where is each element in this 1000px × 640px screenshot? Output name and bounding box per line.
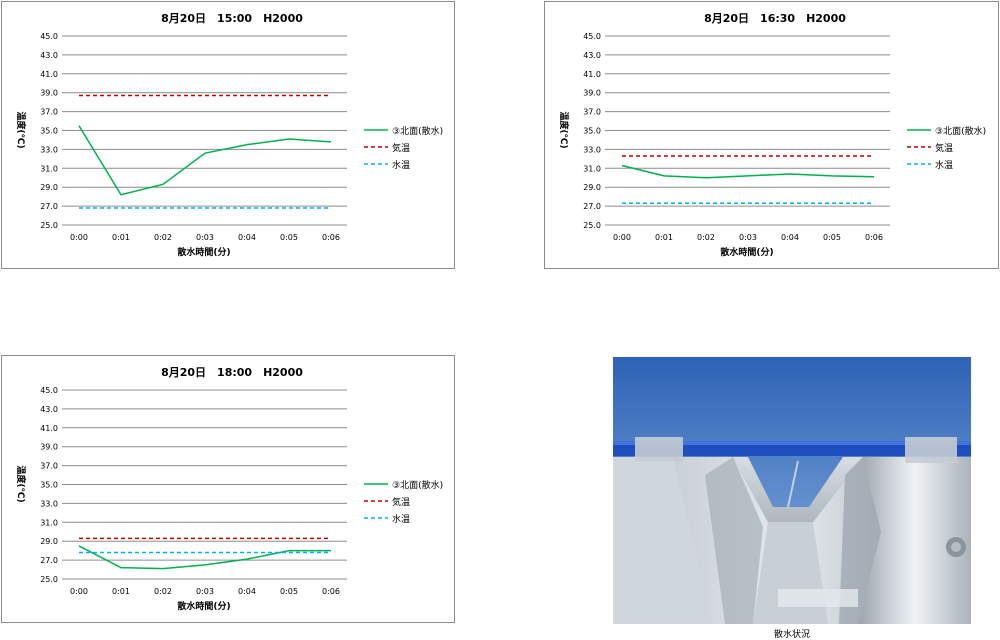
y-tick-label: 25.0 [40,575,58,584]
y-tick-label: 43.0 [40,405,58,414]
photo-caption: 散水状況 [773,630,810,640]
series-line-0 [621,164,875,179]
x-tick-label: 0:00 [70,233,88,242]
y-tick-label: 41.0 [40,70,58,79]
series-line-0 [78,545,331,570]
x-tick-label: 0:02 [154,233,172,242]
x-tick-label: 0:00 [613,233,631,242]
chart-title: 8月20日 16:30 H2000 [704,12,846,25]
chart-svg-1500: 8月20日 15:00 H2000 45.0 43.0 41.0 39.0 37.0 35.… [15,12,443,258]
y-tick-label: 35.0 [40,127,58,136]
x-tick-label: 0:03 [196,233,214,242]
x-tick-label: 0:01 [112,233,130,242]
x-tick-label: 0:04 [781,233,799,242]
legend-label: 水温 [392,159,410,171]
chart-svg-1800: 8月20日 18:00 H2000 45.0 43.0 41.0 39.0 37.0 35.… [15,366,443,612]
y-tick-label: 37.0 [40,108,58,117]
y-axis-label: 温度(℃) [15,111,27,148]
legend-label: 気温 [392,142,410,154]
y-tick-label: 35.0 [40,481,58,490]
y-tick-label: 27.0 [40,556,58,565]
x-tick-label: 0:02 [697,233,715,242]
x-tick-label: 0:05 [823,233,841,242]
x-tick-label: 0:04 [238,587,256,596]
legend-label: ③北面(散水) [392,479,443,491]
legend-label: 水温 [935,159,953,171]
y-tick-label: 43.0 [583,51,601,60]
legend-label: ③北面(散水) [935,125,986,137]
chart-panel-1800: 8月20日 18:00 H2000 45.0 43.0 41.0 39.0 37.0 35.… [1,355,455,623]
x-tick-label: 0:04 [238,233,256,242]
y-tick-label: 31.0 [583,164,601,173]
y-tick-label: 41.0 [583,70,601,79]
y-tick-label: 37.0 [583,108,601,117]
y-tick-label: 33.0 [40,145,58,154]
x-axis-label: 散水時間(分) [177,600,230,612]
y-axis-label: 温度(℃) [15,465,27,502]
chart-title: 8月20日 15:00 H2000 [161,12,303,25]
chart-svg-1630: 8月20日 16:30 H2000 45.0 43.0 41.0 39.0 37.0 35.… [558,12,986,258]
y-tick-label: 29.0 [40,537,58,546]
y-axis-label: 温度(℃) [558,111,570,148]
y-tick-label: 31.0 [40,164,58,173]
y-tick-label: 25.0 [40,221,58,230]
y-tick-label: 45.0 [583,32,601,41]
x-tick-label: 0:05 [280,587,298,596]
y-tick-label: 41.0 [40,424,58,433]
legend-label: 気温 [935,142,953,154]
y-tick-label: 39.0 [583,89,601,98]
y-tick-label: 39.0 [40,89,58,98]
x-axis-label: 散水時間(分) [177,246,230,258]
x-tick-label: 0:05 [280,233,298,242]
y-tick-label: 37.0 [40,462,58,471]
y-tick-label: 29.0 [40,183,58,192]
chart-panel-1500: 8月20日 15:00 H2000 45.0 43.0 41.0 39.0 37.0 35.… [1,1,455,269]
chart-panel-1630: 8月20日 16:30 H2000 45.0 43.0 41.0 39.0 37.0 35.… [544,1,999,269]
x-tick-label: 0:03 [196,587,214,596]
chart-title: 8月20日 18:00 H2000 [161,366,303,379]
y-tick-label: 39.0 [40,443,58,452]
x-axis-label: 散水時間(分) [720,246,773,258]
x-tick-label: 0:00 [70,587,88,596]
y-tick-label: 31.0 [40,518,58,527]
y-tick-label: 45.0 [40,386,58,395]
y-tick-label: 25.0 [583,221,601,230]
y-tick-label: 27.0 [583,202,601,211]
y-tick-label: 29.0 [583,183,601,192]
legend-label: ③北面(散水) [392,125,443,137]
y-tick-label: 43.0 [40,51,58,60]
y-tick-label: 45.0 [40,32,58,41]
y-tick-label: 33.0 [583,145,601,154]
x-tick-label: 0:01 [112,587,130,596]
x-tick-label: 0:06 [322,233,340,242]
series-line-0 [78,125,332,196]
watering-photo-image [613,357,971,624]
legend-label: 水温 [392,513,410,525]
x-tick-label: 0:06 [322,587,340,596]
y-tick-label: 33.0 [40,499,58,508]
legend-label: 気温 [392,496,410,508]
y-tick-label: 27.0 [40,202,58,211]
y-tick-label: 35.0 [583,127,601,136]
x-tick-label: 0:06 [865,233,883,242]
x-tick-label: 0:01 [655,233,673,242]
watering-photo [613,357,971,624]
x-tick-label: 0:02 [154,587,172,596]
x-tick-label: 0:03 [739,233,757,242]
